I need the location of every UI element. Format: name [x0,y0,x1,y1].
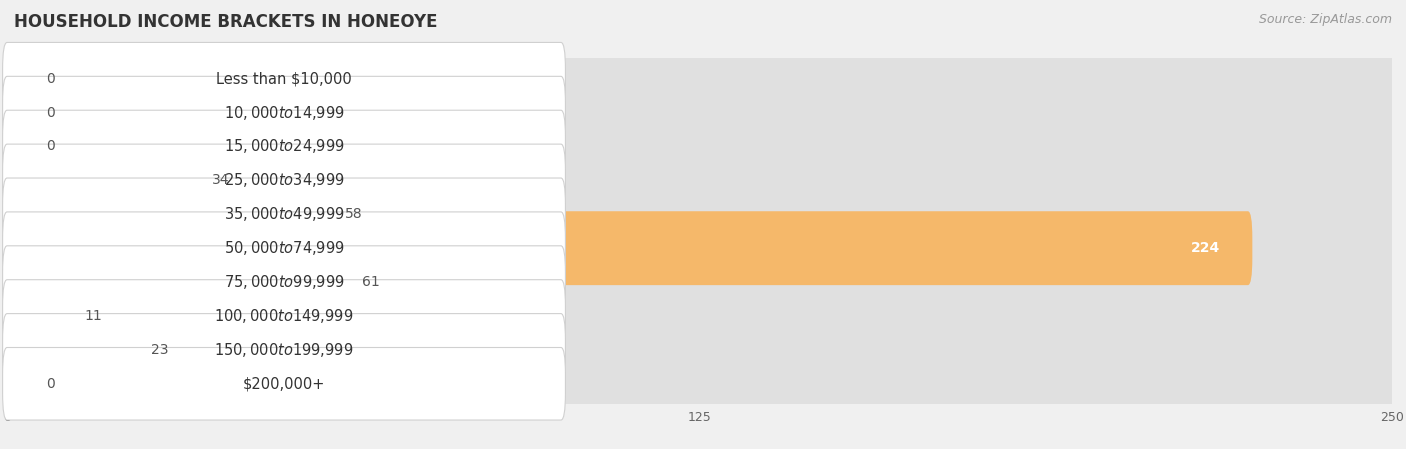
Text: Source: ZipAtlas.com: Source: ZipAtlas.com [1258,13,1392,26]
Bar [7,301,1392,331]
FancyBboxPatch shape [3,110,565,183]
Bar [7,267,1392,297]
FancyBboxPatch shape [3,347,1396,421]
Text: $75,000 to $99,999: $75,000 to $99,999 [224,273,344,291]
FancyBboxPatch shape [3,313,1396,387]
FancyBboxPatch shape [3,110,1396,184]
Bar [7,199,1392,229]
FancyBboxPatch shape [3,143,1396,217]
FancyBboxPatch shape [3,211,1253,285]
Text: $15,000 to $24,999: $15,000 to $24,999 [224,137,344,155]
Bar [7,97,1392,128]
FancyBboxPatch shape [3,245,1396,319]
FancyBboxPatch shape [3,280,565,352]
Bar [7,165,1392,196]
Text: $150,000 to $199,999: $150,000 to $199,999 [214,341,354,359]
FancyBboxPatch shape [3,177,1396,251]
Bar [7,233,1392,264]
FancyBboxPatch shape [3,75,1396,150]
FancyBboxPatch shape [3,313,565,386]
Text: 58: 58 [344,207,363,221]
Text: 224: 224 [1191,241,1220,255]
FancyBboxPatch shape [3,245,349,319]
FancyBboxPatch shape [3,348,565,420]
FancyBboxPatch shape [3,110,34,184]
Text: $25,000 to $34,999: $25,000 to $34,999 [224,172,344,189]
FancyBboxPatch shape [3,279,1396,353]
FancyBboxPatch shape [3,178,565,251]
Text: $10,000 to $14,999: $10,000 to $14,999 [224,104,344,122]
Bar [7,131,1392,162]
FancyBboxPatch shape [3,75,34,150]
Text: 0: 0 [46,377,55,391]
Text: 23: 23 [150,343,169,357]
Text: HOUSEHOLD INCOME BRACKETS IN HONEOYE: HOUSEHOLD INCOME BRACKETS IN HONEOYE [14,13,437,31]
FancyBboxPatch shape [3,76,565,149]
FancyBboxPatch shape [3,279,72,353]
Text: 0: 0 [46,140,55,154]
FancyBboxPatch shape [3,143,200,217]
FancyBboxPatch shape [3,347,34,421]
Text: 61: 61 [361,275,380,289]
Text: 11: 11 [84,309,103,323]
FancyBboxPatch shape [3,246,565,318]
FancyBboxPatch shape [3,42,1396,116]
FancyBboxPatch shape [3,177,333,251]
Bar [7,63,1392,94]
FancyBboxPatch shape [3,43,565,115]
Text: $100,000 to $149,999: $100,000 to $149,999 [214,307,354,325]
FancyBboxPatch shape [3,313,139,387]
Bar [7,335,1392,365]
FancyBboxPatch shape [3,42,34,116]
Text: 0: 0 [46,72,55,86]
FancyBboxPatch shape [3,211,1396,285]
Text: 34: 34 [212,173,229,187]
FancyBboxPatch shape [3,144,565,217]
Text: $35,000 to $49,999: $35,000 to $49,999 [224,205,344,223]
Bar [7,369,1392,399]
Text: $200,000+: $200,000+ [243,376,325,391]
Text: 0: 0 [46,106,55,119]
Text: $50,000 to $74,999: $50,000 to $74,999 [224,239,344,257]
FancyBboxPatch shape [3,212,565,285]
Text: Less than $10,000: Less than $10,000 [217,71,352,86]
